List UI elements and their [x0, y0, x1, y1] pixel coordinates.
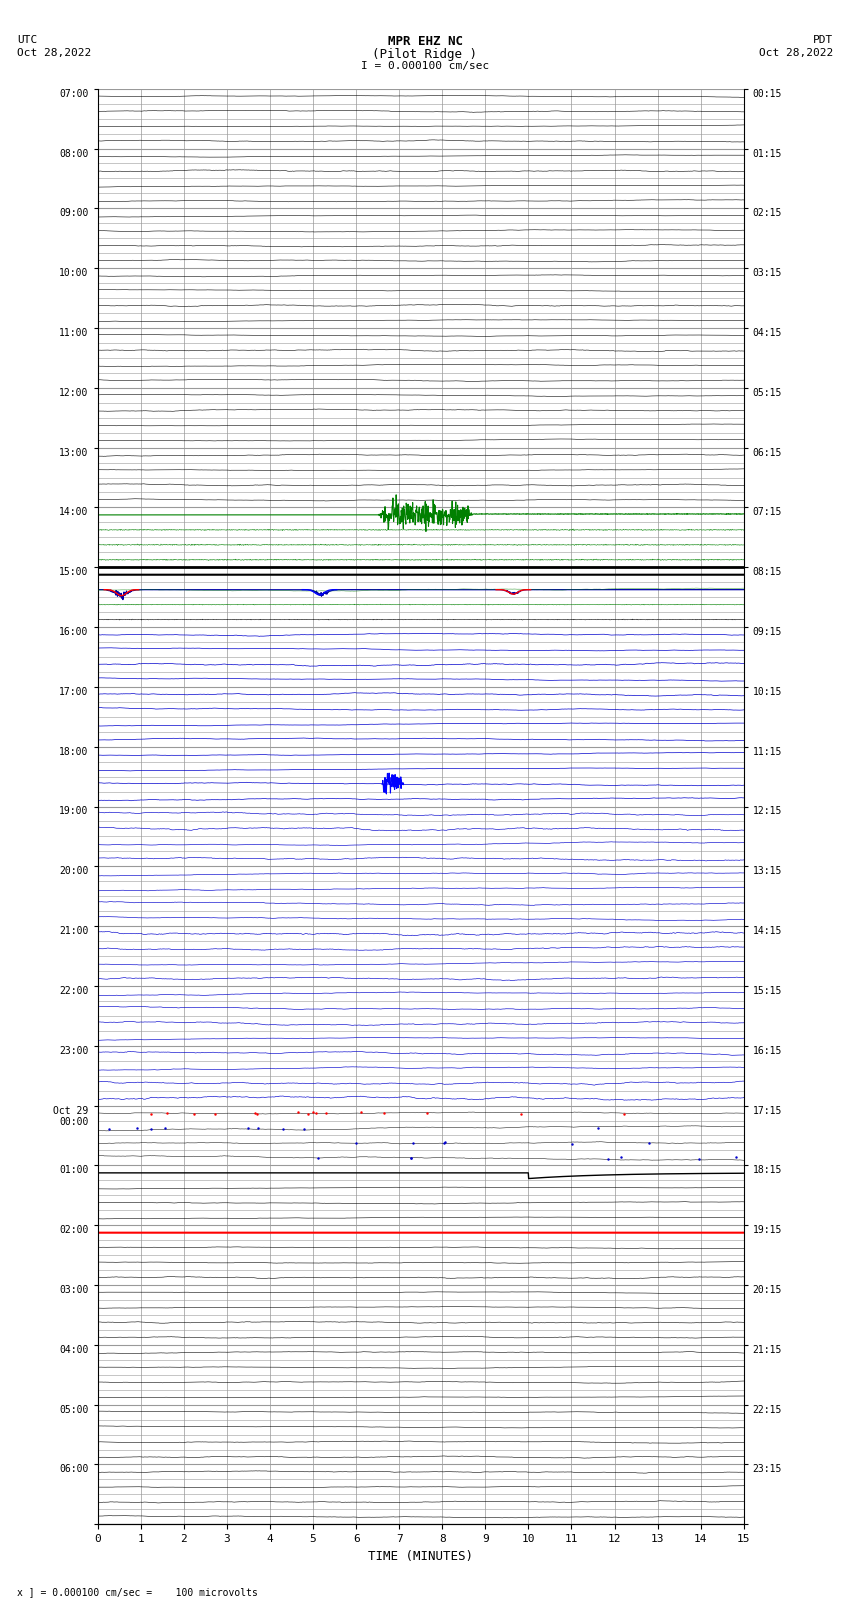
Text: Oct 28,2022: Oct 28,2022 [759, 48, 833, 58]
Text: PDT: PDT [813, 35, 833, 45]
Text: UTC: UTC [17, 35, 37, 45]
X-axis label: TIME (MINUTES): TIME (MINUTES) [368, 1550, 473, 1563]
Text: MPR EHZ NC: MPR EHZ NC [388, 35, 462, 48]
Text: I = 0.000100 cm/sec: I = 0.000100 cm/sec [361, 61, 489, 71]
Text: x ] = 0.000100 cm/sec =    100 microvolts: x ] = 0.000100 cm/sec = 100 microvolts [17, 1587, 258, 1597]
Text: (Pilot Ridge ): (Pilot Ridge ) [372, 48, 478, 61]
Text: Oct 28,2022: Oct 28,2022 [17, 48, 91, 58]
